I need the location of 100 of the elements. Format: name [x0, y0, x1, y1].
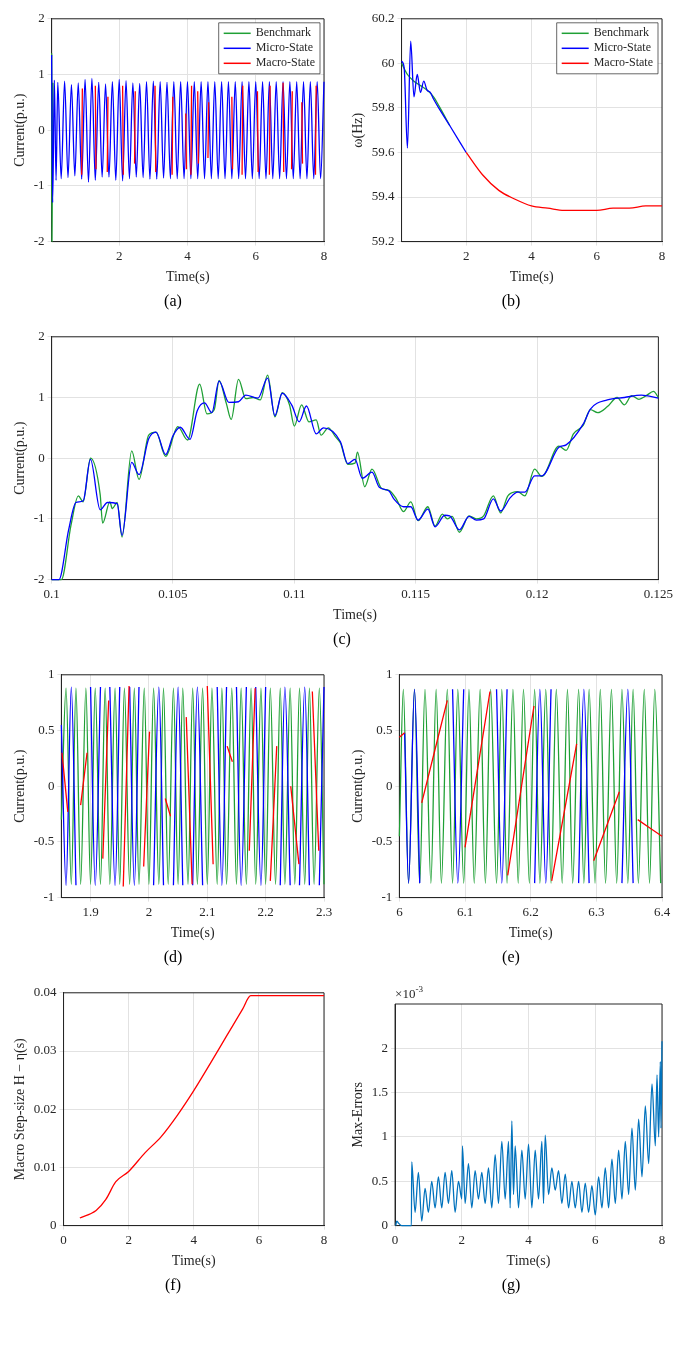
- x-axis-title: Time(s): [333, 607, 378, 624]
- x-axis-title: Time(s): [165, 269, 211, 286]
- y-tick-label: -1: [33, 177, 45, 193]
- line-series: [400, 40, 467, 154]
- y-tick-label: 0.5: [376, 721, 393, 737]
- legend-label: Micro-State: [255, 40, 314, 55]
- y-tick-label: 1: [47, 666, 55, 682]
- y-tick-label: 0.01: [33, 1158, 57, 1174]
- y-tick-label: 0.5: [371, 1172, 389, 1188]
- legend-label: Macro-State: [255, 55, 315, 70]
- x-tick-label: 2: [145, 903, 153, 919]
- y-tick-label: 0: [50, 1217, 57, 1233]
- legend-label: Benchmark: [593, 25, 649, 40]
- x-tick-label: 6: [396, 903, 404, 919]
- y-tick-label: 0: [385, 777, 393, 793]
- y-tick-label: 0.02: [33, 1100, 57, 1116]
- x-tick-label: 6.2: [522, 903, 539, 919]
- x-tick-label: 2: [458, 1231, 466, 1247]
- line-series: [465, 151, 663, 212]
- y-tick-label: 0.04: [33, 984, 58, 1000]
- y-tick-label: 60: [381, 54, 395, 70]
- x-tick-label: 0.1: [43, 585, 60, 601]
- y-tick-label: 1: [38, 65, 45, 81]
- x-tick-label: 6: [593, 247, 601, 263]
- legend-label: Benchmark: [255, 25, 311, 40]
- y-tick-label: 2: [38, 10, 45, 26]
- y-axis-title: ω(Hz): [350, 112, 367, 148]
- x-tick-label: 0: [60, 1231, 67, 1247]
- x-tick-label: 0.115: [401, 585, 431, 601]
- x-axis-title: Time(s): [506, 1253, 551, 1270]
- y-tick-label: 0: [38, 121, 45, 137]
- y-tick-label: 2: [381, 1039, 389, 1055]
- y-tick-label: -1: [33, 510, 45, 526]
- x-tick-label: 2.2: [257, 903, 274, 919]
- x-tick-label: 0.12: [525, 585, 549, 601]
- y-tick-label: 1: [385, 666, 393, 682]
- y-tick-label: 1: [38, 388, 45, 404]
- y-tick-label: -0.5: [33, 833, 55, 849]
- x-tick-label: 6.1: [456, 903, 474, 919]
- x-tick-label: 6: [252, 247, 260, 263]
- y-tick-label: 59.2: [371, 233, 395, 249]
- y-tick-label: 59.6: [371, 143, 396, 159]
- text: (e): [502, 948, 520, 966]
- legend-label: Macro-State: [593, 55, 653, 70]
- x-tick-label: 6: [592, 1231, 600, 1247]
- y-tick-label: 0: [47, 777, 55, 793]
- x-axis-title: Time(s): [170, 925, 215, 942]
- x-tick-label: 2.3: [315, 903, 333, 919]
- y-axis-title: Current(p.u.): [12, 421, 29, 495]
- y-tick-label: -2: [33, 233, 45, 249]
- x-axis-title: Time(s): [508, 925, 553, 942]
- y-tick-label: -1: [381, 889, 393, 905]
- text: (b): [501, 292, 521, 310]
- x-tick-label: 0.105: [158, 585, 188, 601]
- line-series: [79, 995, 325, 1219]
- x-tick-label: 4: [525, 1231, 533, 1247]
- x-axis-title: Time(s): [171, 1253, 217, 1270]
- y-axis-title: Max-Errors: [350, 1082, 366, 1148]
- text: (a): [164, 292, 182, 310]
- y-tick-label: 0.5: [38, 721, 55, 737]
- x-tick-label: 6.3: [588, 903, 605, 919]
- y-tick-label: 59.8: [371, 99, 395, 115]
- y-axis-title: Current(p.u.): [350, 749, 367, 823]
- x-tick-label: 6: [255, 1231, 263, 1247]
- x-tick-label: 4: [528, 247, 536, 263]
- x-tick-label: 6.4: [653, 903, 671, 919]
- x-tick-label: 8: [658, 247, 666, 263]
- y-tick-label: 1: [381, 1128, 389, 1144]
- y-tick-label: -2: [33, 571, 45, 587]
- y-axis-title: Current(p.u.): [12, 749, 29, 823]
- x-tick-label: 8: [658, 1231, 666, 1247]
- y-axis-title: Current(p.u.): [12, 93, 29, 167]
- y-tick-label: 1.5: [371, 1084, 389, 1100]
- text: (g): [501, 1276, 521, 1294]
- x-tick-label: 2: [462, 247, 470, 263]
- x-tick-label: 1.9: [82, 903, 99, 919]
- x-tick-label: 0.125: [643, 585, 673, 601]
- x-tick-label: 2: [125, 1231, 132, 1247]
- x-tick-label: 8: [320, 1231, 328, 1247]
- y-tick-label: 0.03: [33, 1042, 57, 1058]
- x-tick-label: 2: [115, 247, 123, 263]
- x-tick-label: 2.1: [199, 903, 216, 919]
- line-series: [50, 54, 325, 204]
- x-tick-label: 4: [184, 247, 192, 263]
- y-tick-label: 0: [38, 449, 45, 465]
- x-tick-label: 8: [320, 247, 328, 263]
- y-tick-label: 60.2: [371, 10, 395, 26]
- y-axis-title: Macro Step-size H − η(s): [12, 1037, 29, 1181]
- y-tick-label: 59.4: [371, 188, 396, 204]
- y-tick-label: 2: [38, 328, 45, 344]
- y-tick-label: 0: [381, 1217, 389, 1233]
- x-axis-title: Time(s): [509, 269, 555, 286]
- text: (c): [333, 630, 351, 648]
- x-tick-label: 4: [190, 1231, 198, 1247]
- y-tick-label: -1: [43, 889, 55, 905]
- legend-label: Micro-State: [593, 40, 652, 55]
- x-tick-label: 0.11: [283, 585, 306, 601]
- text: (f): [165, 1276, 181, 1294]
- y-tick-label: -0.5: [371, 833, 393, 849]
- text: (d): [163, 948, 183, 966]
